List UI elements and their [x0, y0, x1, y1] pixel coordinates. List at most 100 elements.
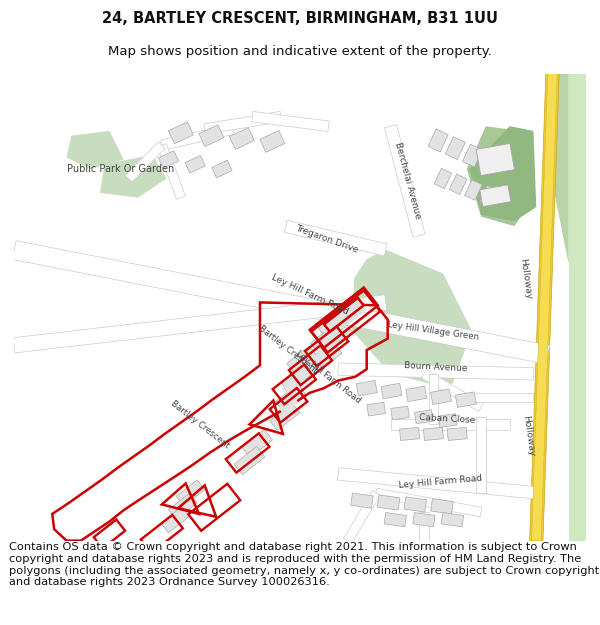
- Bar: [439, 414, 457, 428]
- Polygon shape: [67, 131, 124, 169]
- Polygon shape: [467, 126, 533, 226]
- Text: Caban Close: Caban Close: [419, 412, 476, 424]
- Bar: [367, 402, 386, 416]
- Text: Tregaron Drive: Tregaron Drive: [294, 224, 359, 255]
- Bar: [161, 507, 190, 532]
- Bar: [269, 403, 300, 431]
- Bar: [350, 493, 373, 508]
- Bar: [404, 497, 427, 512]
- Polygon shape: [125, 142, 165, 182]
- Bar: [281, 373, 307, 396]
- Bar: [275, 384, 305, 411]
- Text: 24, BARTLEY CRESCENT, BIRMINGHAM, B31 1UU: 24, BARTLEY CRESCENT, BIRMINGHAM, B31 1U…: [102, 11, 498, 26]
- Bar: [289, 346, 332, 385]
- Bar: [400, 428, 419, 441]
- Bar: [169, 122, 193, 144]
- Text: Map shows position and indicative extent of the property.: Map shows position and indicative extent…: [108, 45, 492, 58]
- Polygon shape: [476, 417, 486, 493]
- Bar: [449, 174, 467, 194]
- Bar: [310, 288, 378, 348]
- Bar: [434, 168, 452, 189]
- Polygon shape: [421, 370, 484, 411]
- Bar: [384, 512, 406, 527]
- Bar: [260, 131, 285, 152]
- Bar: [480, 185, 511, 207]
- Bar: [242, 429, 272, 458]
- Bar: [455, 392, 476, 408]
- Text: Holloway: Holloway: [521, 415, 536, 457]
- Polygon shape: [338, 363, 533, 380]
- Polygon shape: [344, 491, 380, 543]
- Bar: [94, 519, 125, 548]
- Bar: [377, 495, 400, 510]
- Text: Berchelai Avenue: Berchelai Avenue: [393, 141, 422, 220]
- Bar: [314, 335, 340, 357]
- Bar: [281, 365, 311, 392]
- Bar: [356, 381, 377, 396]
- Bar: [441, 512, 464, 527]
- Text: Holloway: Holloway: [518, 258, 533, 299]
- Polygon shape: [470, 126, 536, 221]
- Bar: [185, 156, 205, 173]
- Bar: [445, 137, 466, 159]
- Polygon shape: [419, 512, 428, 541]
- Bar: [391, 406, 409, 420]
- Bar: [413, 512, 435, 527]
- Text: Bourn Avenue: Bourn Avenue: [403, 361, 467, 373]
- Bar: [476, 143, 515, 176]
- Bar: [381, 383, 402, 399]
- Bar: [279, 396, 298, 414]
- Bar: [315, 303, 352, 336]
- Text: Public Park Or Garden: Public Park Or Garden: [67, 164, 175, 174]
- Polygon shape: [161, 124, 235, 151]
- Bar: [188, 484, 240, 531]
- Bar: [431, 499, 453, 514]
- Bar: [169, 493, 197, 519]
- Bar: [332, 311, 354, 332]
- Polygon shape: [569, 74, 586, 541]
- Polygon shape: [13, 295, 386, 353]
- Bar: [447, 428, 467, 441]
- Polygon shape: [472, 393, 533, 402]
- Bar: [428, 129, 448, 152]
- Bar: [226, 433, 269, 472]
- Bar: [480, 186, 497, 206]
- Polygon shape: [428, 374, 438, 424]
- Bar: [424, 428, 443, 441]
- Bar: [287, 346, 317, 373]
- Polygon shape: [157, 144, 185, 199]
- Text: Ley Hill Village Green: Ley Hill Village Green: [387, 320, 479, 342]
- Polygon shape: [252, 111, 329, 131]
- Bar: [324, 298, 364, 332]
- Bar: [311, 291, 380, 352]
- Text: Contains OS data © Crown copyright and database right 2021. This information is : Contains OS data © Crown copyright and d…: [9, 542, 599, 587]
- Text: Ley Hill Farm Road: Ley Hill Farm Road: [398, 473, 482, 490]
- Bar: [463, 144, 482, 167]
- Bar: [158, 151, 179, 168]
- Bar: [305, 341, 342, 374]
- Bar: [270, 388, 307, 422]
- Text: Bartley Crescent: Bartley Crescent: [257, 324, 320, 376]
- Bar: [310, 322, 347, 355]
- Bar: [415, 410, 433, 424]
- Polygon shape: [204, 111, 282, 134]
- Text: Ley Hill Farm Road: Ley Hill Farm Road: [295, 349, 363, 405]
- Polygon shape: [100, 155, 167, 198]
- Polygon shape: [352, 250, 472, 383]
- Polygon shape: [13, 241, 550, 364]
- Bar: [199, 125, 224, 147]
- Bar: [141, 515, 183, 553]
- Polygon shape: [385, 124, 425, 238]
- Bar: [431, 389, 451, 404]
- Bar: [305, 326, 349, 366]
- Polygon shape: [532, 74, 557, 541]
- Polygon shape: [338, 468, 539, 499]
- Bar: [272, 364, 316, 404]
- Text: Ley Hill Farm Road: Ley Hill Farm Road: [269, 273, 349, 317]
- Polygon shape: [352, 264, 467, 388]
- Text: Bartley Crescent: Bartley Crescent: [169, 399, 231, 450]
- Polygon shape: [284, 220, 387, 256]
- Bar: [464, 180, 482, 200]
- Polygon shape: [530, 74, 559, 541]
- Bar: [176, 480, 205, 506]
